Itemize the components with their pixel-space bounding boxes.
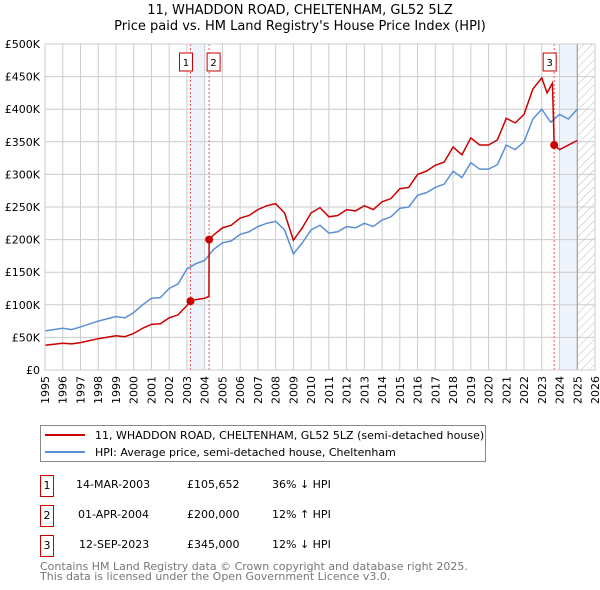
x-tick-label: 2025 xyxy=(571,376,584,404)
x-tick-label: 2023 xyxy=(536,376,549,404)
x-tick-label: 1995 xyxy=(39,376,52,404)
sale-label: 2 xyxy=(210,58,216,69)
sale-label-box xyxy=(206,52,221,72)
x-tick-label: 2001 xyxy=(145,376,158,404)
x-tick-label: 2022 xyxy=(518,376,531,404)
sale-point xyxy=(550,141,559,150)
plot-border xyxy=(44,43,596,371)
x-tick-label: 1997 xyxy=(74,376,87,404)
sale-label: 1 xyxy=(183,58,189,69)
x-tick-label: 1999 xyxy=(110,376,123,404)
y-tick-label: £150K xyxy=(5,266,41,279)
footer-copyright: Contains HM Land Registry data © Crown c… xyxy=(40,560,468,573)
sale-marker-label: 3 xyxy=(40,535,54,557)
y-tick-label: £400K xyxy=(5,103,41,116)
sale-label-box xyxy=(542,52,557,72)
sale-marker-label: 2 xyxy=(40,505,54,527)
y-tick-label: £450K xyxy=(5,71,41,84)
y-tick-label: £100K xyxy=(5,299,41,312)
sale-point xyxy=(186,297,195,306)
chart-subtitle: Price paid vs. HM Land Registry's House … xyxy=(114,19,486,34)
sale-marker-label: 1 xyxy=(40,475,54,497)
sale-label: 3 xyxy=(547,58,553,69)
x-tick-label: 2014 xyxy=(376,376,389,404)
y-tick-label: £500K xyxy=(5,38,41,51)
legend-swatch xyxy=(45,451,85,453)
sale-row: 1 14-MAR-2003 £105,652 36% ↓ HPI xyxy=(40,475,440,497)
sale-hpi: 36% ↓ HPI xyxy=(272,478,331,491)
legend-item-hpi: HPI: Average price, semi-detached house,… xyxy=(45,444,396,460)
x-tick-label: 2003 xyxy=(181,376,194,404)
x-tick-label: 2000 xyxy=(128,376,141,404)
x-tick-label: 2009 xyxy=(287,376,300,404)
x-tick-label: 2021 xyxy=(500,376,513,404)
x-tick-label: 1998 xyxy=(92,376,105,404)
x-tick-label: 2015 xyxy=(394,376,407,404)
x-tick-label: 2005 xyxy=(216,376,229,404)
x-tick-label: 2012 xyxy=(341,376,354,404)
sale-label-box xyxy=(178,52,193,72)
sale-point xyxy=(205,235,214,244)
y-tick-label: £250K xyxy=(5,201,41,214)
y-tick-label: £200K xyxy=(5,234,41,247)
sale-price: £105,652 xyxy=(187,478,240,491)
y-tick-label: £350K xyxy=(5,136,41,149)
y-tick-label: £300K xyxy=(5,168,41,181)
x-tick-label: 2013 xyxy=(358,376,371,404)
x-tick-label: 2018 xyxy=(447,376,460,404)
sale-price: £200,000 xyxy=(187,508,240,521)
property-price-line xyxy=(44,76,578,346)
x-tick-label: 2020 xyxy=(483,376,496,404)
sale-row: 3 12-SEP-2023 £345,000 12% ↓ HPI xyxy=(40,535,440,557)
x-tick-label: 2019 xyxy=(465,376,478,404)
x-tick-label: 2004 xyxy=(199,376,212,404)
sale-hpi: 12% ↓ HPI xyxy=(272,538,331,551)
x-tick-label: 1996 xyxy=(57,376,70,404)
legend-label: HPI: Average price, semi-detached house,… xyxy=(95,445,396,459)
legend-swatch xyxy=(45,434,85,436)
sale-price: £345,000 xyxy=(187,538,240,551)
legend: 11, WHADDON ROAD, CHELTENHAM, GL52 5LZ (… xyxy=(40,425,486,462)
x-tick-label: 2007 xyxy=(252,376,265,404)
hpi-line xyxy=(44,107,578,332)
footer-licence: This data is licensed under the Open Gov… xyxy=(40,570,391,583)
x-tick-label: 2017 xyxy=(429,376,442,404)
legend-item-property: 11, WHADDON ROAD, CHELTENHAM, GL52 5LZ (… xyxy=(45,427,484,443)
legend-label: 11, WHADDON ROAD, CHELTENHAM, GL52 5LZ (… xyxy=(95,428,485,442)
sale-date: 12-SEP-2023 xyxy=(79,538,150,551)
chart-title: 11, WHADDON ROAD, CHELTENHAM, GL52 5LZ xyxy=(147,3,453,18)
sale-date: 14-MAR-2003 xyxy=(76,478,151,491)
x-tick-label: 2024 xyxy=(554,376,567,404)
sale-hpi: 12% ↑ HPI xyxy=(272,508,331,521)
x-tick-label: 2002 xyxy=(163,376,176,404)
x-tick-label: 2010 xyxy=(305,376,318,404)
x-tick-label: 2011 xyxy=(323,376,336,404)
x-tick-label: 2016 xyxy=(412,376,425,404)
x-tick-label: 2006 xyxy=(234,376,247,404)
y-tick-label: £50K xyxy=(12,331,41,344)
sale-date: 01-APR-2004 xyxy=(78,508,150,521)
y-tick-label: £0 xyxy=(26,364,40,377)
x-tick-label: 2008 xyxy=(270,376,283,404)
x-tick-label: 2026 xyxy=(589,376,600,404)
plot-area: 1995 1996 1997 1998 1999 2000 2001 2002 2003 2004… xyxy=(5,38,600,404)
sale-row: 2 01-APR-2004 £200,000 12% ↑ HPI xyxy=(40,505,440,527)
